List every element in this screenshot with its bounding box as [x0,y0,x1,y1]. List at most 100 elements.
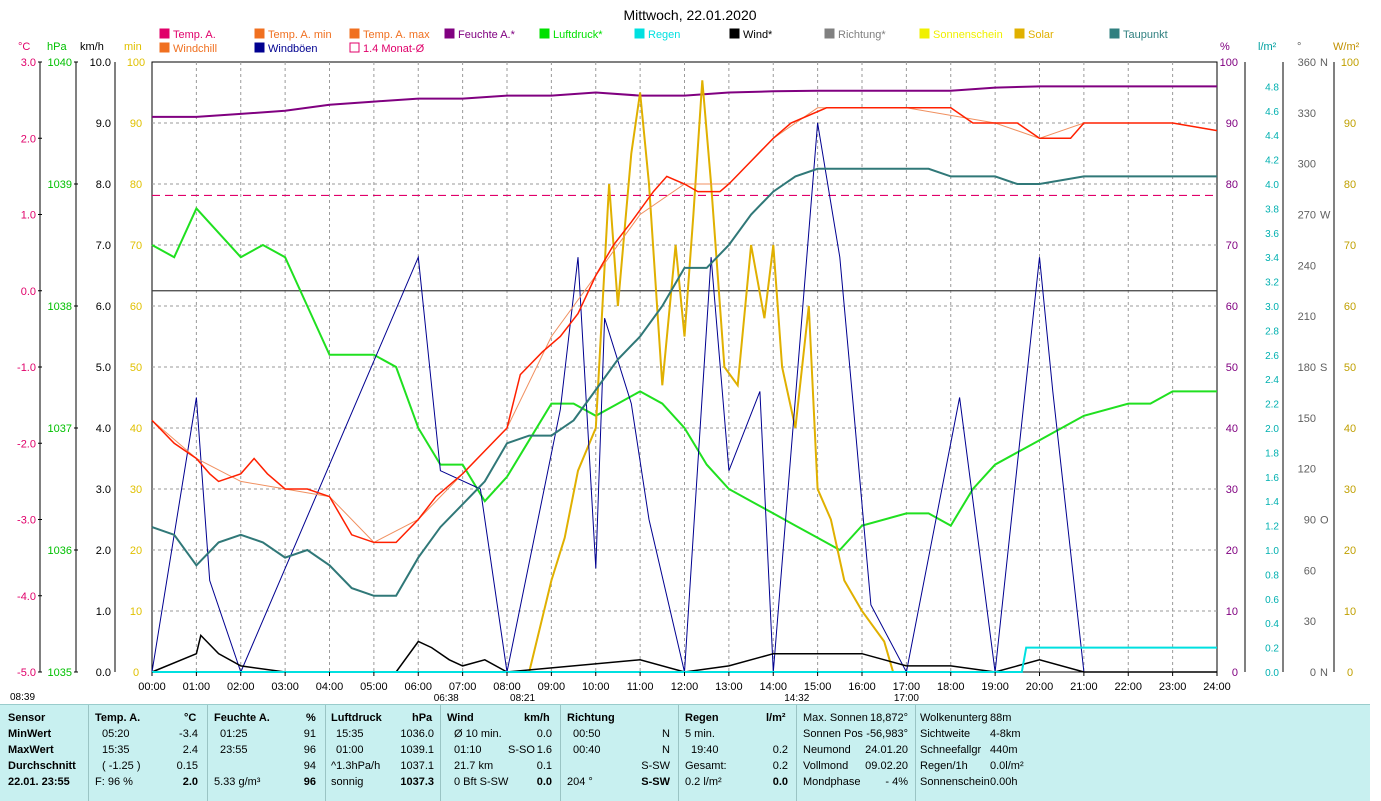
time-tick-5: 05:00 [360,681,388,693]
dir-compass-3: O [1320,515,1329,527]
hum-tick-9: 10 [1226,606,1238,618]
wind-tick-9: 1.0 [96,606,111,618]
weather-label-0: Wolkenunterg [920,712,988,724]
hum-unit-label: % [1220,41,1230,53]
solar-tick-4: 60 [1344,301,1356,313]
dir-tick-8: 120 [1298,464,1316,476]
press-foot-label: sonnig [331,776,364,788]
weather-value-4: 0.00h [990,776,1018,788]
time-tick-22: 22:00 [1114,681,1142,693]
series [151,80,1218,674]
astro-label-1: Sonnen Pos [803,728,863,740]
maxwert-label: MaxWert [8,744,54,756]
temp-unit-label: °C [18,41,30,53]
press-max-value: 1039.1 [400,744,434,756]
sun-marker-evening: 17:00 [894,693,919,704]
dir-tick-11: 30 [1304,616,1316,628]
dir-min-time: 00:50 [573,728,601,740]
rain-tick-12: 2.4 [1265,375,1279,386]
temp-avg-note: ( -1.25 ) [102,760,141,772]
temp-tick-6: -3.0 [17,515,36,527]
temp-tick-0: 3.0 [21,57,36,69]
durchschnitt-label: Durchschnitt [8,760,76,772]
dir-tick-3: 270 [1298,210,1316,222]
wind-tick-6: 4.0 [96,423,111,435]
legend-swatch-5 [634,28,645,39]
astro-value-3: 09.02.20 [865,760,908,772]
legend-swatch-6 [729,28,740,39]
legend-label-8: Sonnenschein [933,29,1003,41]
dir-tick-2: 300 [1298,159,1316,171]
wind-tick-2: 8.0 [96,179,111,191]
time-tick-12: 12:00 [671,681,699,693]
weather-value-3: 0.0l/m² [990,760,1024,772]
rain-tick-14: 2.0 [1265,424,1279,435]
press-tick-0: 1040 [48,57,72,69]
hum-min-value: 91 [303,728,316,740]
time-tick-13: 13:00 [715,681,743,693]
solar-tick-9: 10 [1344,606,1356,618]
hum-min-time: 01:25 [220,728,248,740]
astro-value-1: -56,983° [866,728,908,740]
rain-max-time: 19:40 [691,744,719,756]
astro-value-4: - 4% [885,776,908,788]
legend: Temp. A. Temp. A. min Temp. A. max Feuchte … [159,28,1168,55]
solar-tick-10: 0 [1347,667,1353,679]
rain-tick-18: 1.2 [1265,522,1279,533]
rain-tick-20: 0.8 [1265,570,1279,581]
dir-max-value: N [662,744,670,756]
legend-label-12: Windböen [268,43,318,55]
wind-tick-5: 5.0 [96,362,111,374]
wind-distance: 21.7 km [454,760,494,772]
rain-unit-label: l/m² [1258,41,1277,53]
weather-label-3: Regen/1h [920,760,968,772]
legend-label-7: Richtung* [838,29,886,41]
temp-tick-1: 2.0 [21,133,36,145]
weather-value-0: 88m [990,712,1012,724]
rain-tick-10: 2.8 [1265,326,1279,337]
solar-tick-1: 90 [1344,118,1356,130]
sun-marker-dawn: 06:38 [434,693,459,704]
rain-total-value: 0.2 [772,760,788,772]
wind-tick-0: 10.0 [90,57,111,69]
hum-tick-5: 50 [1226,362,1238,374]
chart-title: Mittwoch, 22.01.2020 [623,7,756,23]
press-tick-3: 1037 [48,423,72,435]
sun-tick-2: 80 [130,179,142,191]
temp-min-time: 05:20 [102,728,130,740]
rain-current-value: 0.0 [772,776,788,788]
astro-label-3: Vollmond [803,760,849,772]
legend-swatch-11 [159,42,170,53]
rain-tick-15: 1.8 [1265,448,1279,459]
temp-tick-3: 0.0 [21,286,36,298]
sun-tick-1: 90 [130,118,142,130]
minwert-label: MinWert [8,728,52,740]
rain-tick-1: 4.6 [1265,107,1279,118]
sun-tick-8: 20 [130,545,142,557]
sun-tick-0: 100 [127,57,145,69]
rain-tick-7: 3.4 [1265,253,1279,264]
dir-min-value: N [662,728,670,740]
solar-tick-5: 50 [1344,362,1356,374]
hum-tick-3: 70 [1226,240,1238,252]
temp-tick-2: 1.0 [21,210,36,222]
plot-frame [151,61,1218,673]
rain-foot-label: 0.2 l/m² [685,776,722,788]
rain-tick-3: 4.2 [1265,156,1279,167]
dir-tick-12: 0 [1310,667,1316,679]
wind-max-dir: S-SO [508,744,535,756]
dir-max-time: 00:40 [573,744,601,756]
astro-label-4: Mondphase [803,776,861,788]
rain-tick-21: 0.6 [1265,595,1279,606]
legend-swatch-13 [349,42,360,53]
rain-tick-0: 4.8 [1265,82,1279,93]
solar-tick-6: 40 [1344,423,1356,435]
legend-label-4: Luftdruck* [553,29,603,41]
press-unit-label: hPa [47,41,67,53]
hum-tick-2: 80 [1226,179,1238,191]
wind-avg10-value: 0.0 [536,728,552,740]
press-unit: hPa [412,712,433,724]
hum-tick-10: 0 [1232,667,1238,679]
rain-tick-13: 2.2 [1265,400,1279,411]
legend-swatch-8 [919,28,930,39]
